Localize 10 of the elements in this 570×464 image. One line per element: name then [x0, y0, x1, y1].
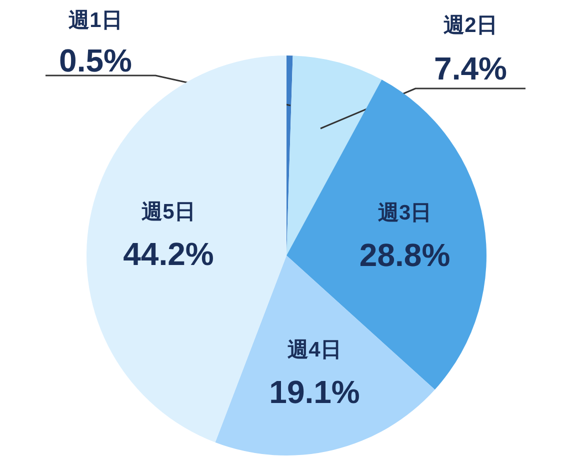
- data-label: 7.4%: [434, 50, 507, 86]
- slice-label: 週5日: [142, 200, 196, 224]
- slice-label: 週1日: [68, 9, 122, 32]
- data-label: 0.5%: [59, 42, 132, 78]
- slice-label: 週3日: [378, 202, 432, 225]
- data-label: 28.8%: [359, 237, 450, 274]
- slice-label: 週2日: [444, 14, 498, 37]
- data-label: 19.1%: [269, 374, 360, 410]
- slice-label: 週4日: [288, 338, 342, 362]
- data-label: 44.2%: [123, 236, 214, 272]
